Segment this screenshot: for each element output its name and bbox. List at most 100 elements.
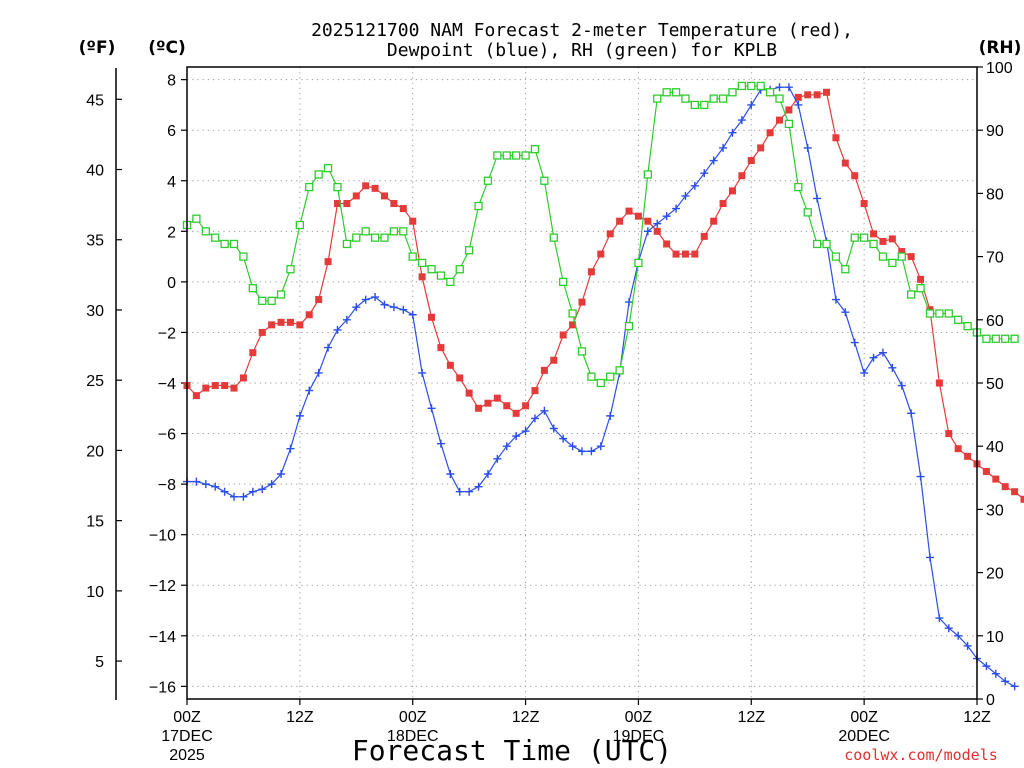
data-point xyxy=(577,347,587,356)
data-point xyxy=(239,374,247,382)
data-point xyxy=(737,116,746,125)
data-point xyxy=(578,298,586,306)
time-tick-label: 00Z xyxy=(173,709,201,726)
data-point xyxy=(803,143,812,152)
data-point xyxy=(464,246,474,255)
data-point xyxy=(643,227,652,236)
date-tick-label: 20DEC xyxy=(838,728,890,745)
data-point xyxy=(794,93,802,101)
data-point xyxy=(409,217,417,225)
data-point xyxy=(925,309,935,318)
series-2-meter-temperature xyxy=(183,88,1024,503)
data-point xyxy=(211,233,220,242)
data-point xyxy=(916,472,925,481)
data-point xyxy=(851,172,859,180)
data-point xyxy=(286,444,295,453)
data-point xyxy=(474,482,483,491)
data-point xyxy=(587,447,596,456)
fahrenheit-unit-label: (ºF) xyxy=(79,38,116,58)
data-point xyxy=(596,442,605,451)
data-point xyxy=(757,144,765,152)
data-point xyxy=(728,187,736,195)
data-point xyxy=(512,409,520,417)
data-point xyxy=(587,372,596,381)
data-point xyxy=(522,402,530,410)
data-point xyxy=(267,296,276,305)
data-point xyxy=(493,394,501,402)
data-point xyxy=(568,442,577,451)
rh-tick-label: 70 xyxy=(986,250,1004,267)
chart-title: 2025121700 NAM Forecast 2-meter Temperat… xyxy=(311,20,853,61)
data-point xyxy=(954,445,962,453)
data-point xyxy=(643,170,652,179)
data-point xyxy=(381,192,388,200)
data-point xyxy=(634,258,643,268)
data-point xyxy=(888,258,897,268)
data-point xyxy=(483,470,492,479)
data-point xyxy=(888,363,897,372)
data-point xyxy=(709,94,718,103)
time-tick-label: 00Z xyxy=(625,709,653,726)
data-point xyxy=(625,207,633,215)
data-point xyxy=(211,482,220,491)
data-point xyxy=(662,88,671,97)
data-point xyxy=(305,386,314,395)
celsius-tick-label: 2 xyxy=(167,224,176,241)
data-point xyxy=(389,227,399,236)
data-point xyxy=(898,248,906,256)
data-point xyxy=(719,200,727,208)
data-point xyxy=(859,233,869,242)
data-point xyxy=(625,298,634,307)
fahrenheit-tick-label: 45 xyxy=(86,92,104,109)
fahrenheit-tick-label: 25 xyxy=(86,373,104,390)
data-point xyxy=(935,309,944,318)
data-point xyxy=(362,182,370,190)
data-point xyxy=(503,402,511,410)
data-point xyxy=(1020,495,1024,503)
data-point xyxy=(860,368,869,377)
data-point xyxy=(530,414,539,423)
data-point xyxy=(964,452,972,460)
data-point xyxy=(672,204,681,213)
data-point xyxy=(992,475,1000,483)
data-point xyxy=(305,182,314,192)
data-point xyxy=(399,205,407,213)
data-point xyxy=(860,200,868,208)
fahrenheit-tick-label: 5 xyxy=(95,654,104,671)
data-point xyxy=(1001,677,1010,686)
data-point xyxy=(634,212,642,220)
data-point xyxy=(371,293,380,302)
data-point xyxy=(794,100,803,109)
data-point xyxy=(813,194,822,203)
data-point xyxy=(465,487,474,496)
data-point xyxy=(324,258,332,266)
data-point xyxy=(888,235,896,243)
data-point xyxy=(361,295,370,304)
plot-frame xyxy=(186,66,978,700)
data-point xyxy=(709,156,718,165)
time-tick-label: 12Z xyxy=(737,709,765,726)
data-point xyxy=(606,230,614,238)
data-point xyxy=(747,100,756,109)
data-point xyxy=(389,303,398,312)
data-point xyxy=(616,217,624,225)
celsius-tick-label: 4 xyxy=(167,174,176,191)
date-tick-label: 18DEC xyxy=(387,728,439,745)
data-point xyxy=(201,227,210,236)
date-tick-label: 19DEC xyxy=(613,728,665,745)
data-point xyxy=(963,641,972,650)
data-point xyxy=(569,321,577,329)
data-point xyxy=(380,300,389,309)
data-point xyxy=(305,311,313,319)
data-point xyxy=(295,220,305,230)
data-point xyxy=(822,239,831,249)
data-point xyxy=(456,374,464,382)
data-point xyxy=(681,250,689,258)
time-axis-ticks: 00Z 17DEC 2025 12Z 00Z 18DEC 12Z 00Z 19DEC 12Z 00Z… xyxy=(161,699,991,764)
data-point xyxy=(869,353,878,362)
data-point xyxy=(700,232,708,240)
data-point xyxy=(390,200,398,208)
data-point xyxy=(446,470,455,479)
data-point xyxy=(296,321,304,329)
